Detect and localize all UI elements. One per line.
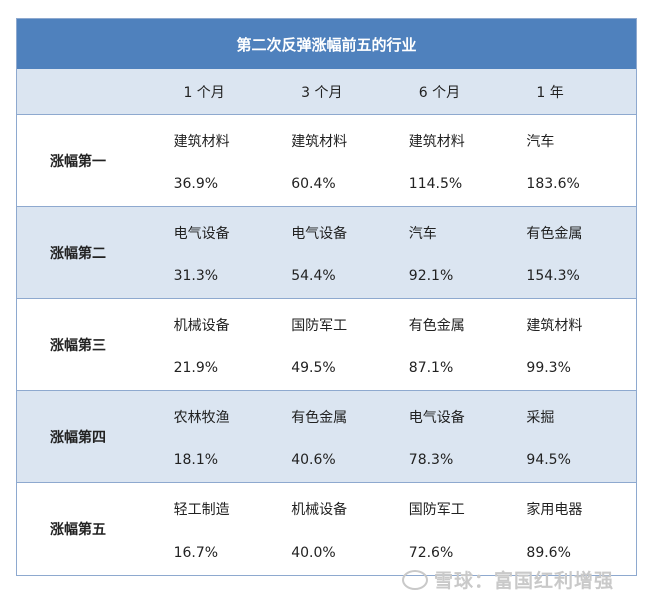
- gain-value: 40.6%: [291, 452, 336, 468]
- gain-value: 78.3%: [408, 452, 454, 468]
- watermark: 雪球：富国红利增强: [402, 566, 614, 593]
- snowball-logo-icon: [402, 569, 428, 590]
- table-cell: 采掘 94.5%: [518, 391, 636, 482]
- industry-name: 电气设备: [173, 226, 230, 242]
- industry-name: 采掘: [526, 410, 555, 426]
- table-cell: 有色金属 154.3%: [518, 207, 636, 298]
- industry-name: 建筑材料: [173, 134, 230, 150]
- gain-value: 114.5%: [408, 176, 463, 192]
- period-header-row: 1 个月 3 个月 6 个月 1 年: [17, 69, 636, 115]
- table-row: 涨幅第五 轻工制造 16.7% 机械设备 40.0% 国防军工 72.6% 家用电器 89.6%: [17, 483, 636, 575]
- rank-label: 涨幅第一: [50, 153, 106, 170]
- table-cell: 建筑材料 99.3%: [518, 299, 636, 390]
- table-cell: 家用电器 89.6%: [518, 483, 636, 575]
- table-cell: 有色金属 87.1%: [401, 299, 519, 390]
- industry-gain-table: 第二次反弹涨幅前五的行业 1 个月 3 个月 6 个月 1 年 涨幅第一 建筑材料…: [16, 18, 637, 576]
- table-cell: 机械设备 40.0%: [283, 483, 401, 575]
- industry-name: 机械设备: [173, 318, 230, 334]
- table-cell: 建筑材料 36.9%: [166, 115, 284, 206]
- gain-value: 16.7%: [173, 545, 219, 561]
- gain-value: 18.1%: [173, 452, 219, 468]
- industry-name: 汽车: [526, 134, 555, 150]
- industry-name: 汽车: [408, 226, 437, 242]
- table-row: 涨幅第三 机械设备 21.9% 国防军工 49.5% 有色金属 87.1% 建筑材料 99.3%: [17, 299, 636, 391]
- table-cell: 电气设备 54.4%: [283, 207, 401, 298]
- gain-value: 31.3%: [173, 268, 219, 284]
- table-cell: 轻工制造 16.7%: [166, 483, 284, 575]
- gain-value: 89.6%: [526, 545, 571, 561]
- industry-name: 有色金属: [408, 318, 465, 334]
- industry-name: 农林牧渔: [173, 410, 230, 426]
- industry-name: 轻工制造: [173, 502, 230, 518]
- industry-name: 国防军工: [408, 502, 465, 518]
- period-header-6m: 6 个月: [418, 84, 461, 101]
- gain-value: 60.4%: [291, 176, 336, 192]
- table-cell: 机械设备 21.9%: [166, 299, 284, 390]
- table-cell: 汽车 92.1%: [401, 207, 519, 298]
- industry-name: 家用电器: [526, 502, 583, 518]
- table-cell: 国防军工 72.6%: [401, 483, 519, 575]
- table-title: 第二次反弹涨幅前五的行业: [17, 19, 636, 69]
- rank-label: 涨幅第二: [50, 245, 106, 262]
- rank-label: 涨幅第四: [50, 429, 106, 446]
- industry-name: 建筑材料: [291, 134, 348, 150]
- table-row: 涨幅第一 建筑材料 36.9% 建筑材料 60.4% 建筑材料 114.5% 汽车 183.6%: [17, 115, 636, 207]
- industry-name: 机械设备: [291, 502, 348, 518]
- table-row: 涨幅第二 电气设备 31.3% 电气设备 54.4% 汽车 92.1% 有色金属 154.3%: [17, 207, 636, 299]
- table-cell: 农林牧渔 18.1%: [166, 391, 284, 482]
- gain-value: 87.1%: [408, 360, 454, 376]
- rank-label: 涨幅第五: [50, 522, 106, 538]
- gain-value: 21.9%: [173, 360, 219, 376]
- period-header-3m: 3 个月: [301, 84, 343, 101]
- table-cell: 建筑材料 114.5%: [401, 115, 519, 206]
- table-cell: 电气设备 31.3%: [166, 207, 284, 298]
- table-cell: 汽车 183.6%: [518, 115, 636, 206]
- table-cell: 电气设备 78.3%: [401, 391, 519, 482]
- industry-name: 有色金属: [526, 226, 583, 242]
- table-cell: 有色金属 40.6%: [283, 391, 401, 482]
- gain-value: 49.5%: [291, 360, 336, 376]
- watermark-text: 雪球：富国红利增强: [434, 570, 615, 592]
- gain-value: 72.6%: [408, 545, 454, 561]
- gain-value: 183.6%: [526, 176, 580, 192]
- rank-label: 涨幅第三: [50, 337, 106, 354]
- period-header-1y: 1 年: [536, 84, 564, 101]
- gain-value: 99.3%: [526, 360, 571, 376]
- gain-value: 154.3%: [526, 268, 580, 284]
- gain-value: 40.0%: [291, 545, 336, 561]
- industry-name: 有色金属: [291, 410, 348, 426]
- gain-value: 36.9%: [173, 176, 219, 192]
- gain-value: 54.4%: [291, 268, 336, 284]
- industry-name: 建筑材料: [526, 318, 583, 334]
- period-header-1m: 1 个月: [183, 84, 225, 101]
- industry-name: 国防军工: [291, 318, 348, 334]
- industry-name: 电气设备: [291, 226, 348, 242]
- gain-value: 94.5%: [526, 452, 571, 468]
- table-cell: 国防军工 49.5%: [283, 299, 401, 390]
- table-row: 涨幅第四 农林牧渔 18.1% 有色金属 40.6% 电气设备 78.3% 采掘 94.5%: [17, 391, 636, 483]
- gain-value: 92.1%: [408, 268, 454, 284]
- industry-name: 电气设备: [408, 410, 465, 426]
- table-cell: 建筑材料 60.4%: [283, 115, 401, 206]
- industry-name: 建筑材料: [408, 134, 465, 150]
